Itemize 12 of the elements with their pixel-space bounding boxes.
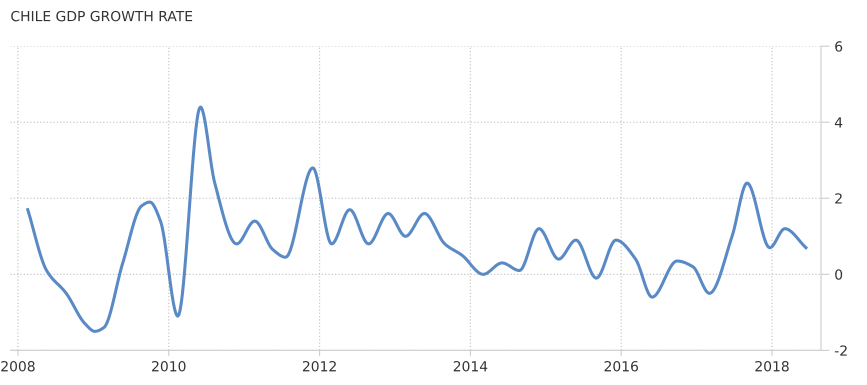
y-tick-label: 4	[834, 117, 842, 128]
x-tick-label: 2016	[604, 361, 638, 372]
x-tick-label: 2010	[152, 361, 186, 372]
chart-title: CHILE GDP GROWTH RATE	[11, 10, 192, 22]
y-tick-label: 2	[835, 193, 842, 204]
x-tick-label: 2012	[302, 361, 336, 372]
y-tick-label: -2	[834, 345, 847, 356]
y-tick-label: 0	[835, 269, 842, 280]
x-tick-label: 2014	[454, 361, 488, 372]
x-tick-label: 2018	[755, 361, 789, 372]
y-tick-label: 6	[835, 41, 842, 52]
x-tick-label: 2008	[1, 361, 35, 372]
